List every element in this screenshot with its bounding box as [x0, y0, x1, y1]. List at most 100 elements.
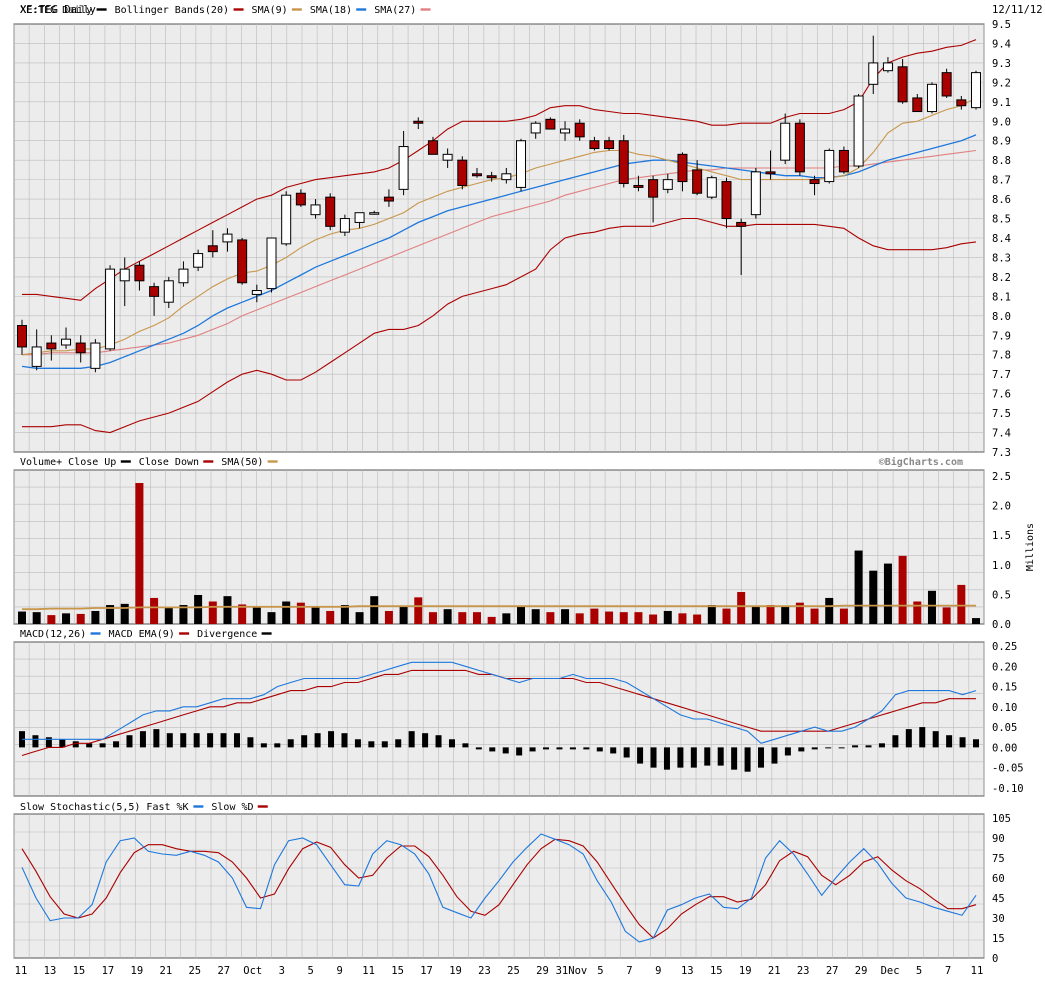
volume-bar [223, 596, 232, 624]
macd-tick-label: 0.00 [992, 742, 1017, 754]
volume-bar [179, 605, 188, 624]
candle-body [589, 140, 600, 150]
candle-body [427, 140, 438, 155]
macd-divergence-bar [113, 741, 120, 748]
candle-body [897, 66, 908, 103]
x-axis-label: 13 [44, 965, 57, 977]
volume-bar [326, 610, 335, 624]
macd-tick-label: 0.25 [992, 641, 1017, 653]
stoch-tick-label: 0 [992, 953, 998, 965]
price-tick-label: 7.4 [992, 428, 1011, 440]
volume-tick-label: 2.0 [992, 501, 1011, 513]
volume-bar [883, 563, 892, 624]
volume-bar [502, 613, 511, 624]
candle-body [354, 212, 365, 223]
volume-bar [150, 597, 159, 624]
price-tick-label: 9.5 [992, 19, 1011, 31]
macd-divergence-bar [354, 739, 361, 748]
macd-divergence-bar [569, 747, 576, 750]
volume-tick-label: 1.5 [992, 530, 1011, 542]
x-axis-label: 25 [188, 965, 201, 977]
macd-divergence-bar [274, 743, 281, 748]
volume-bar [62, 613, 71, 624]
price-tick-label: 8.0 [992, 311, 1011, 323]
x-axis-label: 29 [536, 965, 549, 977]
price-tick-label: 9.0 [992, 116, 1011, 128]
macd-divergence-bar [502, 747, 509, 754]
macd-divergence-bar [139, 731, 146, 748]
macd-divergence-bar [489, 747, 496, 752]
price-legend-label: SMA(18) [310, 5, 352, 16]
macd-divergence-bar [341, 733, 348, 748]
volume-bar [340, 605, 349, 624]
price-tick-label: 8.5 [992, 214, 1011, 226]
candle-body [692, 169, 703, 194]
macd-divergence-bar [825, 747, 832, 749]
candle-body [809, 179, 820, 185]
macd-divergence-bar [771, 747, 778, 764]
candle-body [765, 171, 776, 175]
stoch-tick-label: 30 [992, 913, 1005, 925]
macd-legend-label: Divergence [197, 629, 257, 640]
macd-tick-label: 0.05 [992, 722, 1017, 734]
macd-divergence-bar [717, 747, 724, 766]
volume-bar [384, 610, 393, 624]
volume-bar [120, 603, 129, 624]
volume-bar [693, 614, 702, 624]
volume-bar [619, 612, 628, 624]
macd-divergence-bar [247, 737, 254, 748]
candle-body [369, 212, 380, 215]
candle-body [237, 239, 248, 284]
macd-divergence-bar [328, 731, 335, 748]
volume-bar [825, 597, 834, 624]
macd-legend-label: MACD(12,26) [20, 629, 86, 640]
candle-body [193, 253, 204, 268]
x-axis-label: Dec [881, 965, 900, 977]
candle-body [604, 140, 615, 150]
price-legend-label: Bollinger Bands(20) [115, 5, 229, 16]
volume-bar [649, 614, 658, 624]
x-axis-label: 5 [308, 965, 314, 977]
price-tick-label: 8.4 [992, 233, 1011, 245]
x-axis-label: 7 [626, 965, 632, 977]
volume-bar [751, 606, 760, 624]
candle-body [780, 122, 791, 161]
candle-body [46, 342, 57, 350]
macd-divergence-bar [878, 743, 885, 748]
stoch-legend-label: Slow Stochastic(5,5) Fast %K [20, 802, 189, 813]
x-axis-label: 9 [337, 965, 343, 977]
candle-body [677, 153, 688, 183]
stoch-tick-label: 105 [992, 813, 1011, 825]
candle-body [574, 122, 585, 138]
volume-bar [414, 597, 423, 624]
volume-bar [106, 605, 115, 624]
candle-body [413, 120, 424, 124]
macd-divergence-bar [596, 747, 603, 752]
volume-tick-label: 0.5 [992, 589, 1011, 601]
candle-body [207, 245, 218, 253]
macd-divergence-bar [583, 747, 590, 750]
candle-body [17, 325, 27, 348]
x-axis-label: 19 [131, 965, 144, 977]
volume-tick-label: 1.0 [992, 560, 1011, 572]
macd-divergence-bar [462, 743, 469, 748]
x-axis-label: 29 [855, 965, 868, 977]
candle-body [750, 171, 761, 216]
x-axis-label: 19 [739, 965, 752, 977]
volume-bar [370, 596, 379, 624]
candle-body [618, 140, 629, 185]
candle-body [516, 140, 527, 188]
volume-bar [839, 608, 848, 624]
candle-body [926, 83, 937, 113]
volume-bar [76, 613, 85, 624]
macd-divergence-bar [610, 747, 617, 754]
macd-divergence-bar [72, 741, 79, 748]
volume-bar [18, 611, 26, 624]
candle-body [853, 95, 864, 167]
candle-body [383, 196, 394, 202]
candle-body [119, 268, 130, 282]
x-axis-label: 17 [420, 965, 433, 977]
macd-legend-label: MACD EMA(9) [109, 629, 175, 640]
